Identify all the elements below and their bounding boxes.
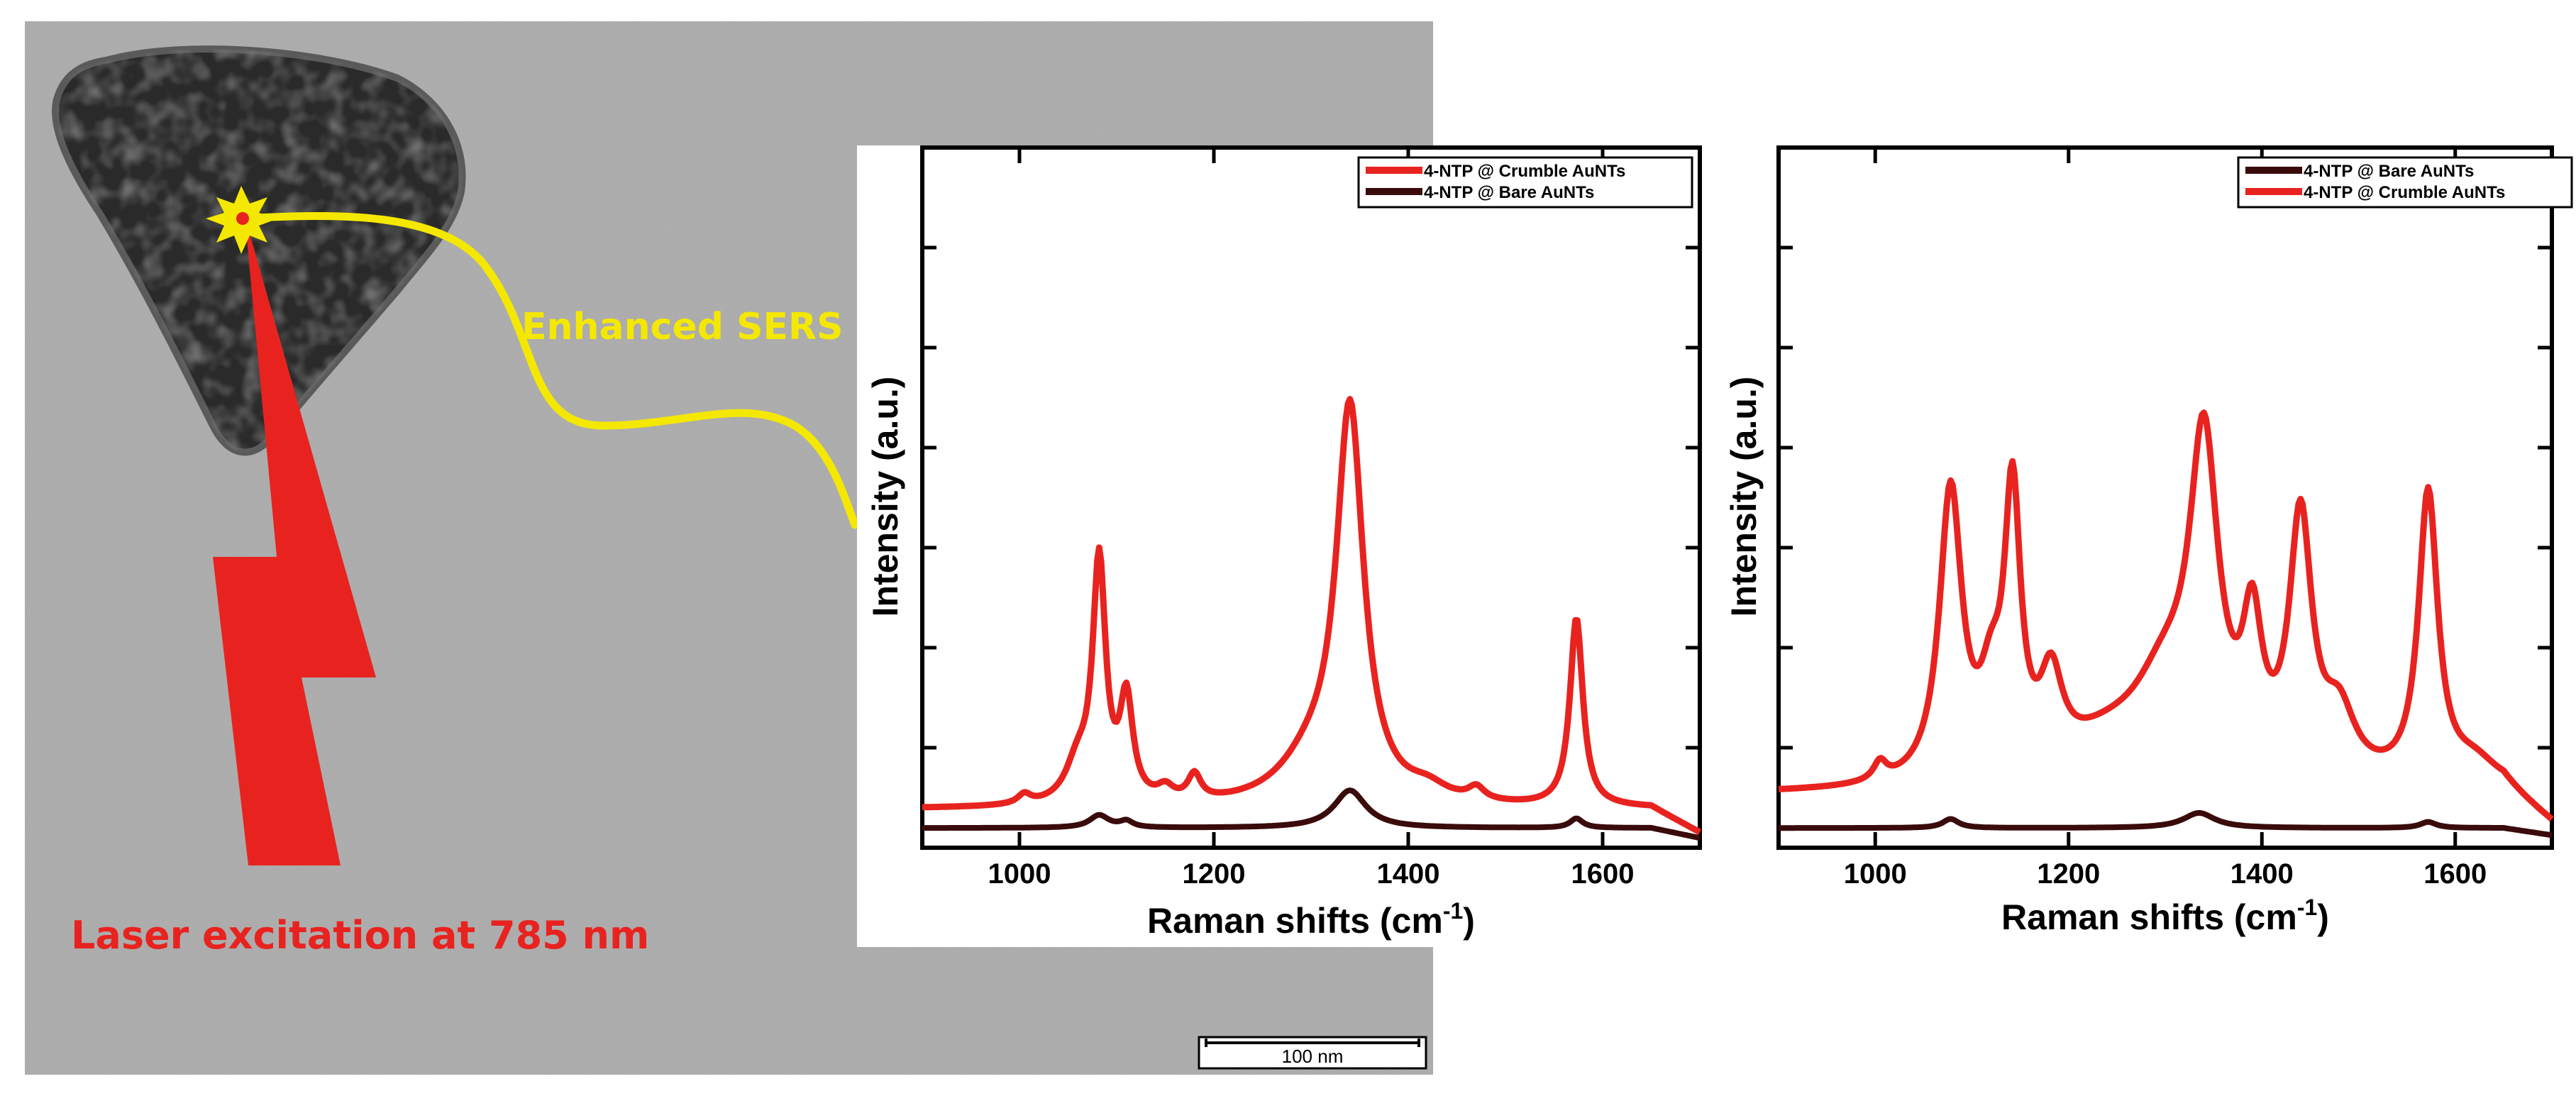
laser-bolt <box>213 216 376 865</box>
x-tick-label: 1000 <box>1844 858 1907 890</box>
legend-box <box>1357 156 1693 209</box>
x-tick-label: 1400 <box>2230 858 2294 890</box>
excitation-point <box>236 212 249 225</box>
chart2-frame <box>1776 145 2554 850</box>
chart2-legend: 4-NTP @ Bare AuNTs 4-NTP @ Crumble AuNTs <box>2237 156 2573 209</box>
chart2-series <box>1777 409 2554 838</box>
x-tick-label: 1200 <box>1183 858 1246 890</box>
x-tick-label: 1200 <box>2037 858 2100 890</box>
series-line--ntp-crumble-aunts <box>1777 409 2554 822</box>
x-tick-label: 1600 <box>2423 858 2487 890</box>
chart1-legend: 4-NTP @ Crumble AuNTs 4-NTP @ Bare AuNTs <box>1357 156 1693 209</box>
chart2-background <box>1717 145 2568 947</box>
scale-bar: 100 nm <box>1198 1036 1427 1070</box>
chart1-ylabel: Intensity (a.u.) <box>866 377 905 617</box>
nanotriangle-texture <box>55 49 463 453</box>
legend-label: 4-NTP @ Bare AuNTs <box>2304 162 2474 181</box>
chart1-frame <box>920 145 1702 850</box>
chart-crumble-vs-bare-1: 1000 1200 1400 1600 4-NTP @ Crumble AuNTs4-… <box>857 145 1723 947</box>
laser-excitation-label: Laser excitation at 785 nm <box>71 913 649 958</box>
legend-label: 4-NTP @ Bare AuNTs <box>1424 183 1594 202</box>
chart1-series <box>921 396 1702 841</box>
x-tick-label: 1400 <box>1377 858 1440 890</box>
legend-box <box>2237 156 2573 209</box>
chart2-ylabel: Intensity (a.u.) <box>1724 377 1764 617</box>
chart2-xlabel: Raman shifts (cm-1) <box>2001 895 2329 937</box>
chart1-xlabel: Raman shifts (cm-1) <box>1147 898 1475 941</box>
series-line--ntp-bare-aunts <box>921 787 1701 841</box>
x-tick-label: 1600 <box>1571 858 1635 890</box>
series-line--ntp-crumble-aunts <box>921 396 1702 836</box>
legend-label: 4-NTP @ Crumble AuNTs <box>1424 162 1625 181</box>
chart-crumble-vs-bare-2: 1000 1200 1400 1600 4-NTP @ Bare AuNTs4-NTP… <box>1717 145 2573 947</box>
legend-label: 4-NTP @ Crumble AuNTs <box>2304 183 2505 202</box>
scale-bar-label: 100 nm <box>1282 1046 1344 1067</box>
x-tick-label: 1000 <box>988 858 1051 890</box>
sers-wave <box>241 211 859 529</box>
series-line--ntp-bare-aunts <box>1777 810 2553 838</box>
chart1-background <box>857 145 1723 947</box>
chart2-ticks: 1000 1200 1400 1600 <box>1779 148 2552 890</box>
enhanced-sers-label: Enhanced SERS <box>521 306 844 348</box>
